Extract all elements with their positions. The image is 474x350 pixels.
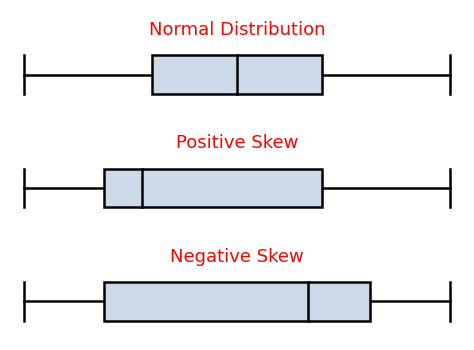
Text: Positive Skew: Positive Skew xyxy=(176,134,298,152)
Text: Negative Skew: Negative Skew xyxy=(170,248,304,266)
Text: Normal Distribution: Normal Distribution xyxy=(149,21,325,39)
Bar xyxy=(104,282,370,321)
Bar xyxy=(152,55,322,94)
Bar xyxy=(104,168,322,208)
